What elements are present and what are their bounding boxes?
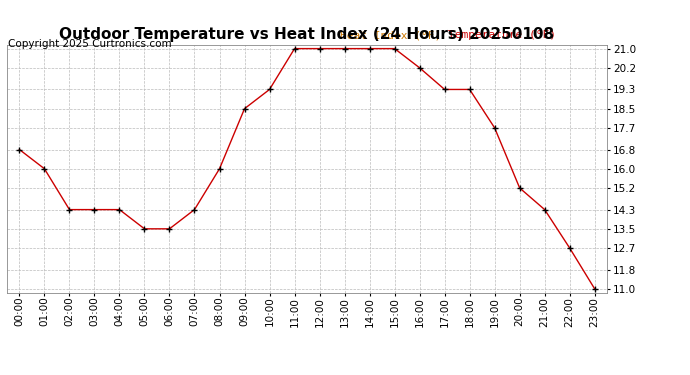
- Text: Heat Index (°F): Heat Index (°F): [340, 30, 442, 40]
- Text: Copyright 2025 Curtronics.com: Copyright 2025 Curtronics.com: [8, 39, 172, 50]
- Title: Outdoor Temperature vs Heat Index (24 Hours) 20250108: Outdoor Temperature vs Heat Index (24 Ho…: [59, 27, 555, 42]
- Text: Temperature (°F): Temperature (°F): [448, 30, 556, 40]
